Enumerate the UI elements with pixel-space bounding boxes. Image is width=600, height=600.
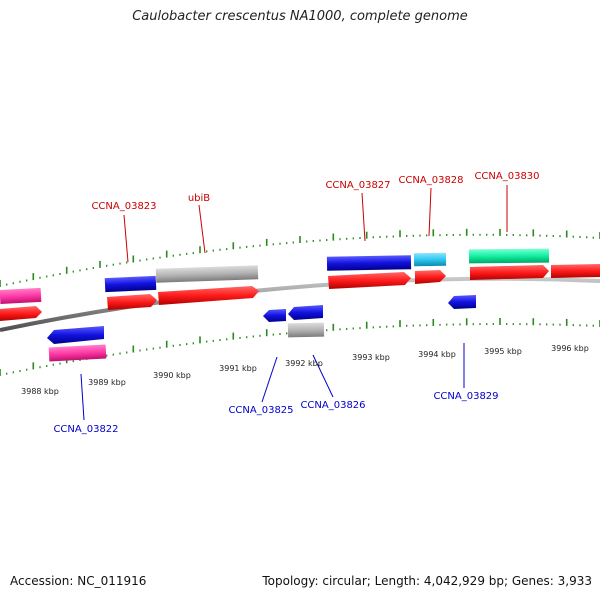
scale-label: 3992 kbp [285, 359, 323, 368]
label-leaders [80, 185, 508, 421]
gene-feature[interactable] [263, 309, 286, 322]
scale-label: 3990 kbp [153, 371, 191, 380]
gene-feature[interactable] [448, 295, 476, 309]
accession-text: Accession: NC_011916 [10, 574, 147, 588]
gene-feature[interactable] [0, 306, 42, 321]
gene-label[interactable]: CCNA_03830 [474, 171, 539, 182]
map-title: Caulobacter crescentus NA1000, complete … [132, 9, 468, 24]
gene-feature[interactable] [287, 322, 325, 338]
gene-feature[interactable] [468, 248, 550, 264]
gene-feature[interactable] [288, 305, 323, 320]
gene-feature[interactable] [413, 252, 447, 267]
gene-label[interactable]: CCNA_03823 [91, 201, 156, 212]
gene-feature[interactable] [551, 264, 600, 278]
gene-feature[interactable] [107, 294, 157, 310]
scale-label: 3991 kbp [219, 364, 257, 373]
gene-feature[interactable] [104, 275, 157, 293]
scale-label: 3994 kbp [418, 350, 456, 359]
scale-label: 3988 kbp [21, 387, 59, 396]
gene-feature[interactable] [158, 286, 259, 305]
genome-backbone [0, 276, 600, 332]
scale-label: 3995 kbp [484, 347, 522, 356]
gene-feature[interactable] [328, 272, 411, 289]
gene-feature[interactable] [326, 255, 412, 271]
reverse-features [47, 295, 476, 362]
gene-label[interactable]: CCNA_03822 [53, 424, 118, 435]
scale-label: 3989 kbp [88, 378, 126, 387]
genome-summary-text: Topology: circular; Length: 4,042,929 bp… [262, 574, 592, 588]
forward-features [0, 248, 600, 321]
gene-feature[interactable] [155, 265, 259, 283]
scale-labels: 3988 kbp 3989 kbp 3990 kbp 3991 kbp 3992… [21, 344, 589, 396]
scale-label: 3993 kbp [352, 353, 390, 362]
gene-feature[interactable] [0, 287, 42, 305]
gene-feature[interactable] [47, 326, 104, 344]
gene-label[interactable]: CCNA_03829 [433, 391, 498, 402]
gene-label[interactable]: CCNA_03827 [325, 180, 390, 191]
gene-feature[interactable] [48, 344, 107, 362]
gene-label[interactable]: CCNA_03825 [228, 405, 293, 416]
tick-ring-outer [0, 228, 600, 287]
gene-label[interactable]: ubiB [188, 193, 210, 204]
gene-feature[interactable] [470, 265, 549, 280]
gene-feature[interactable] [415, 270, 446, 284]
scale-label: 3996 kbp [551, 344, 589, 353]
gene-labels: CCNA_03823 ubiB CCNA_03827 CCNA_03828 CC… [53, 171, 539, 435]
gene-label[interactable]: CCNA_03826 [300, 400, 365, 411]
gene-label[interactable]: CCNA_03828 [398, 175, 463, 186]
